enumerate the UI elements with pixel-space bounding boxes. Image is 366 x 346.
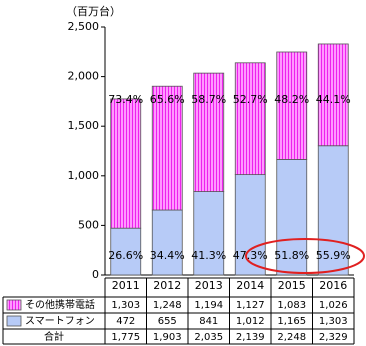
- x-tick-label: 2012: [153, 279, 181, 292]
- table-cell: 472: [116, 316, 135, 327]
- share-label: 58.7%: [191, 93, 226, 106]
- table-cell: 1,127: [236, 300, 265, 311]
- share-label: 41.3%: [191, 249, 226, 262]
- table-cell: 1,165: [277, 316, 306, 327]
- bar-segment: [193, 191, 225, 276]
- y-tick-label: 1,000: [68, 169, 100, 182]
- x-tick-label: 2015: [278, 279, 306, 292]
- table-cell: 1,303: [319, 316, 348, 327]
- bar-segment: [110, 98, 142, 229]
- table-cell: 655: [158, 316, 177, 327]
- bar-segment: [276, 159, 308, 276]
- table-cell: 2,139: [236, 332, 265, 343]
- share-label: 26.6%: [108, 249, 143, 262]
- y-unit: （百万台）: [66, 4, 121, 18]
- bar-segment: [234, 174, 266, 276]
- table-cell: 1,903: [153, 332, 182, 343]
- table-cell: 1,303: [111, 300, 140, 311]
- table-cell: 1,083: [277, 300, 306, 311]
- table-cell: 1,026: [319, 300, 348, 311]
- x-tick-label: 2016: [319, 279, 347, 292]
- table-cell: 841: [199, 316, 218, 327]
- y-tick-label: 2,000: [68, 70, 100, 83]
- y-tick-label: 500: [78, 218, 99, 231]
- share-label: 65.6%: [150, 93, 185, 106]
- x-tick-label: 2014: [236, 279, 264, 292]
- x-tick-label: 2013: [195, 279, 223, 292]
- bar-segment: [110, 227, 142, 276]
- table-cell: 1,194: [194, 300, 223, 311]
- y-tick-label: 1,500: [68, 119, 100, 132]
- share-label: 48.2%: [274, 93, 309, 106]
- y-tick-label: 2,500: [68, 20, 100, 33]
- legend-swatch: [6, 299, 22, 311]
- total-label: 合計: [44, 330, 64, 343]
- legend-label: その他携帯電話: [25, 298, 95, 311]
- share-label: 47.3%: [233, 249, 268, 262]
- table-cell: 2,329: [319, 332, 348, 343]
- table-cell: 2,248: [277, 332, 306, 343]
- bar-segment: [234, 62, 266, 176]
- table-cell: 1,775: [111, 332, 140, 343]
- bar-segment: [317, 43, 349, 147]
- share-label: 51.8%: [274, 249, 309, 262]
- x-tick-label: 2011: [112, 279, 140, 292]
- bar-segment: [193, 72, 225, 192]
- table-cell: 2,035: [194, 332, 223, 343]
- share-label: 55.9%: [316, 249, 351, 262]
- bar-segment: [151, 209, 183, 276]
- bar-segment: [151, 85, 183, 211]
- table-cell: 1,248: [153, 300, 182, 311]
- legend-label: スマートフォン: [25, 316, 95, 327]
- y-tick-label: 0: [92, 268, 99, 281]
- share-label: 34.4%: [150, 249, 185, 262]
- bar-segment: [276, 51, 308, 160]
- legend-swatch: [6, 315, 22, 327]
- table-cell: 1,012: [236, 316, 265, 327]
- share-label: 73.4%: [108, 93, 143, 106]
- share-label: 44.1%: [316, 93, 351, 106]
- share-label: 52.7%: [233, 93, 268, 106]
- highlight-ellipse: [245, 238, 365, 274]
